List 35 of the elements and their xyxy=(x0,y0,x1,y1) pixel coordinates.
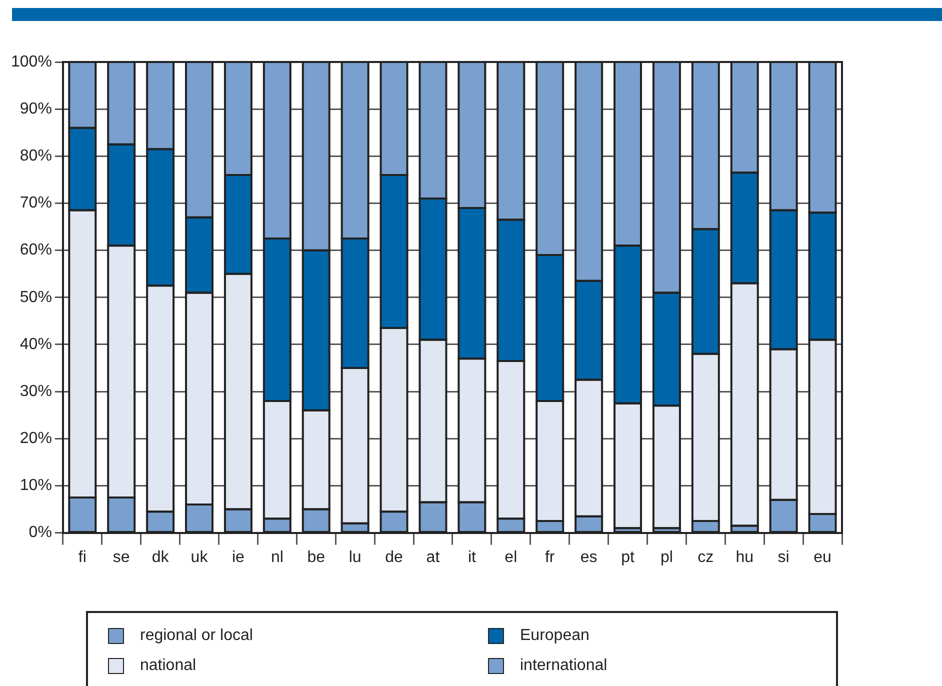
x-tick-label: se xyxy=(112,548,130,566)
x-tick-label: fr xyxy=(544,548,556,566)
y-tick-label: 50% xyxy=(20,288,52,306)
x-tick-label: es xyxy=(580,548,598,566)
x-tick-label: lu xyxy=(348,548,362,566)
x-tick-label: nl xyxy=(270,548,284,566)
legend-label: regional or local xyxy=(140,627,253,645)
x-tick-label: cz xyxy=(698,548,714,566)
y-tick-label: 20% xyxy=(20,430,52,448)
x-tick-label: pl xyxy=(660,548,673,566)
y-tick-label: 90% xyxy=(20,100,52,118)
x-tick-label: ie xyxy=(232,548,245,566)
x-tick-label: at xyxy=(426,548,440,566)
y-tick-label: 70% xyxy=(20,194,52,212)
x-tick-label: fi xyxy=(78,548,86,566)
legend-label: national xyxy=(140,657,196,675)
x-tick-label: dk xyxy=(152,548,170,566)
y-tick-label: 60% xyxy=(20,242,52,259)
y-tick-label: 100% xyxy=(11,53,52,70)
x-tick-label: eu xyxy=(814,548,832,566)
x-tick-label: be xyxy=(307,548,326,566)
x-tick-label: si xyxy=(778,548,790,566)
x-tick-label: el xyxy=(504,548,518,566)
x-tick-label: de xyxy=(385,548,404,566)
y-tick-label: 80% xyxy=(20,148,52,165)
x-tick-label: uk xyxy=(190,548,209,566)
x-tick-label: hu xyxy=(736,548,754,566)
y-tick-label: 40% xyxy=(20,336,52,353)
y-tick-label: 10% xyxy=(20,477,52,494)
y-tick-label: 0% xyxy=(28,524,52,542)
legend-label: international xyxy=(520,657,608,675)
y-tick-label: 30% xyxy=(20,382,52,400)
x-tick-label: it xyxy=(468,548,476,566)
x-tick-label: pt xyxy=(621,548,635,566)
legend-label: European xyxy=(520,627,590,645)
